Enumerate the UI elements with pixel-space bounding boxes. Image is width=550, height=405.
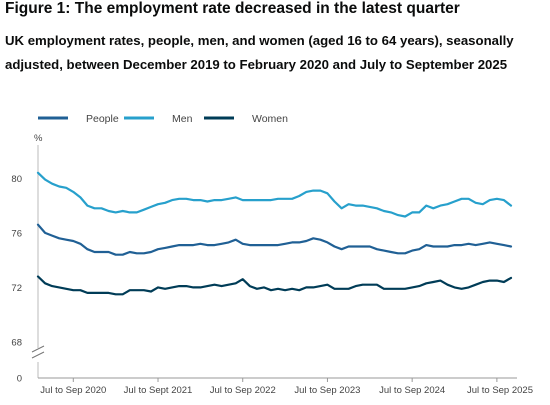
x-tick-label: Jul to Sep 2023	[294, 385, 360, 396]
y-tick-label: 0	[17, 374, 22, 385]
series-lines	[36, 171, 513, 296]
legend: People Men Women	[38, 113, 288, 125]
x-tick-label: Jul to Sept 2021	[124, 385, 193, 396]
y-tick-label: 76	[11, 228, 22, 239]
series-line-women	[36, 275, 513, 296]
legend-item-men: Men	[124, 113, 193, 125]
legend-label: People	[86, 113, 119, 125]
x-tick-label: Jul to Sep 2024	[379, 385, 445, 396]
series-line-men	[36, 171, 513, 218]
figure-subtitle: UK employment rates, people, men, and wo…	[5, 33, 514, 72]
y-tick-label: 68	[11, 338, 22, 349]
series-line-people	[36, 223, 513, 256]
legend-label: Women	[252, 113, 288, 125]
legend-item-women: Women	[204, 113, 288, 125]
y-tick-label: 80	[11, 174, 22, 185]
legend-item-people: People	[38, 113, 119, 125]
x-axis: Jul to Sep 2020 Jul to Sept 2021 Jul to Se…	[38, 377, 533, 396]
y-axis: 0 68 72 76 80	[11, 145, 45, 385]
y-tick-label: 72	[11, 283, 22, 294]
x-tick-label: Jul to Sep 2022	[210, 385, 276, 396]
x-tick-label: Jul to Sep 2020	[40, 385, 106, 396]
y-axis-unit-label: %	[34, 133, 43, 144]
axis-break-marker	[31, 345, 45, 359]
figure-title: Figure 1: The employment rate decreased …	[5, 0, 460, 17]
x-tick-label: Jul to Sep 2025	[467, 385, 533, 396]
legend-label: Men	[172, 113, 193, 125]
